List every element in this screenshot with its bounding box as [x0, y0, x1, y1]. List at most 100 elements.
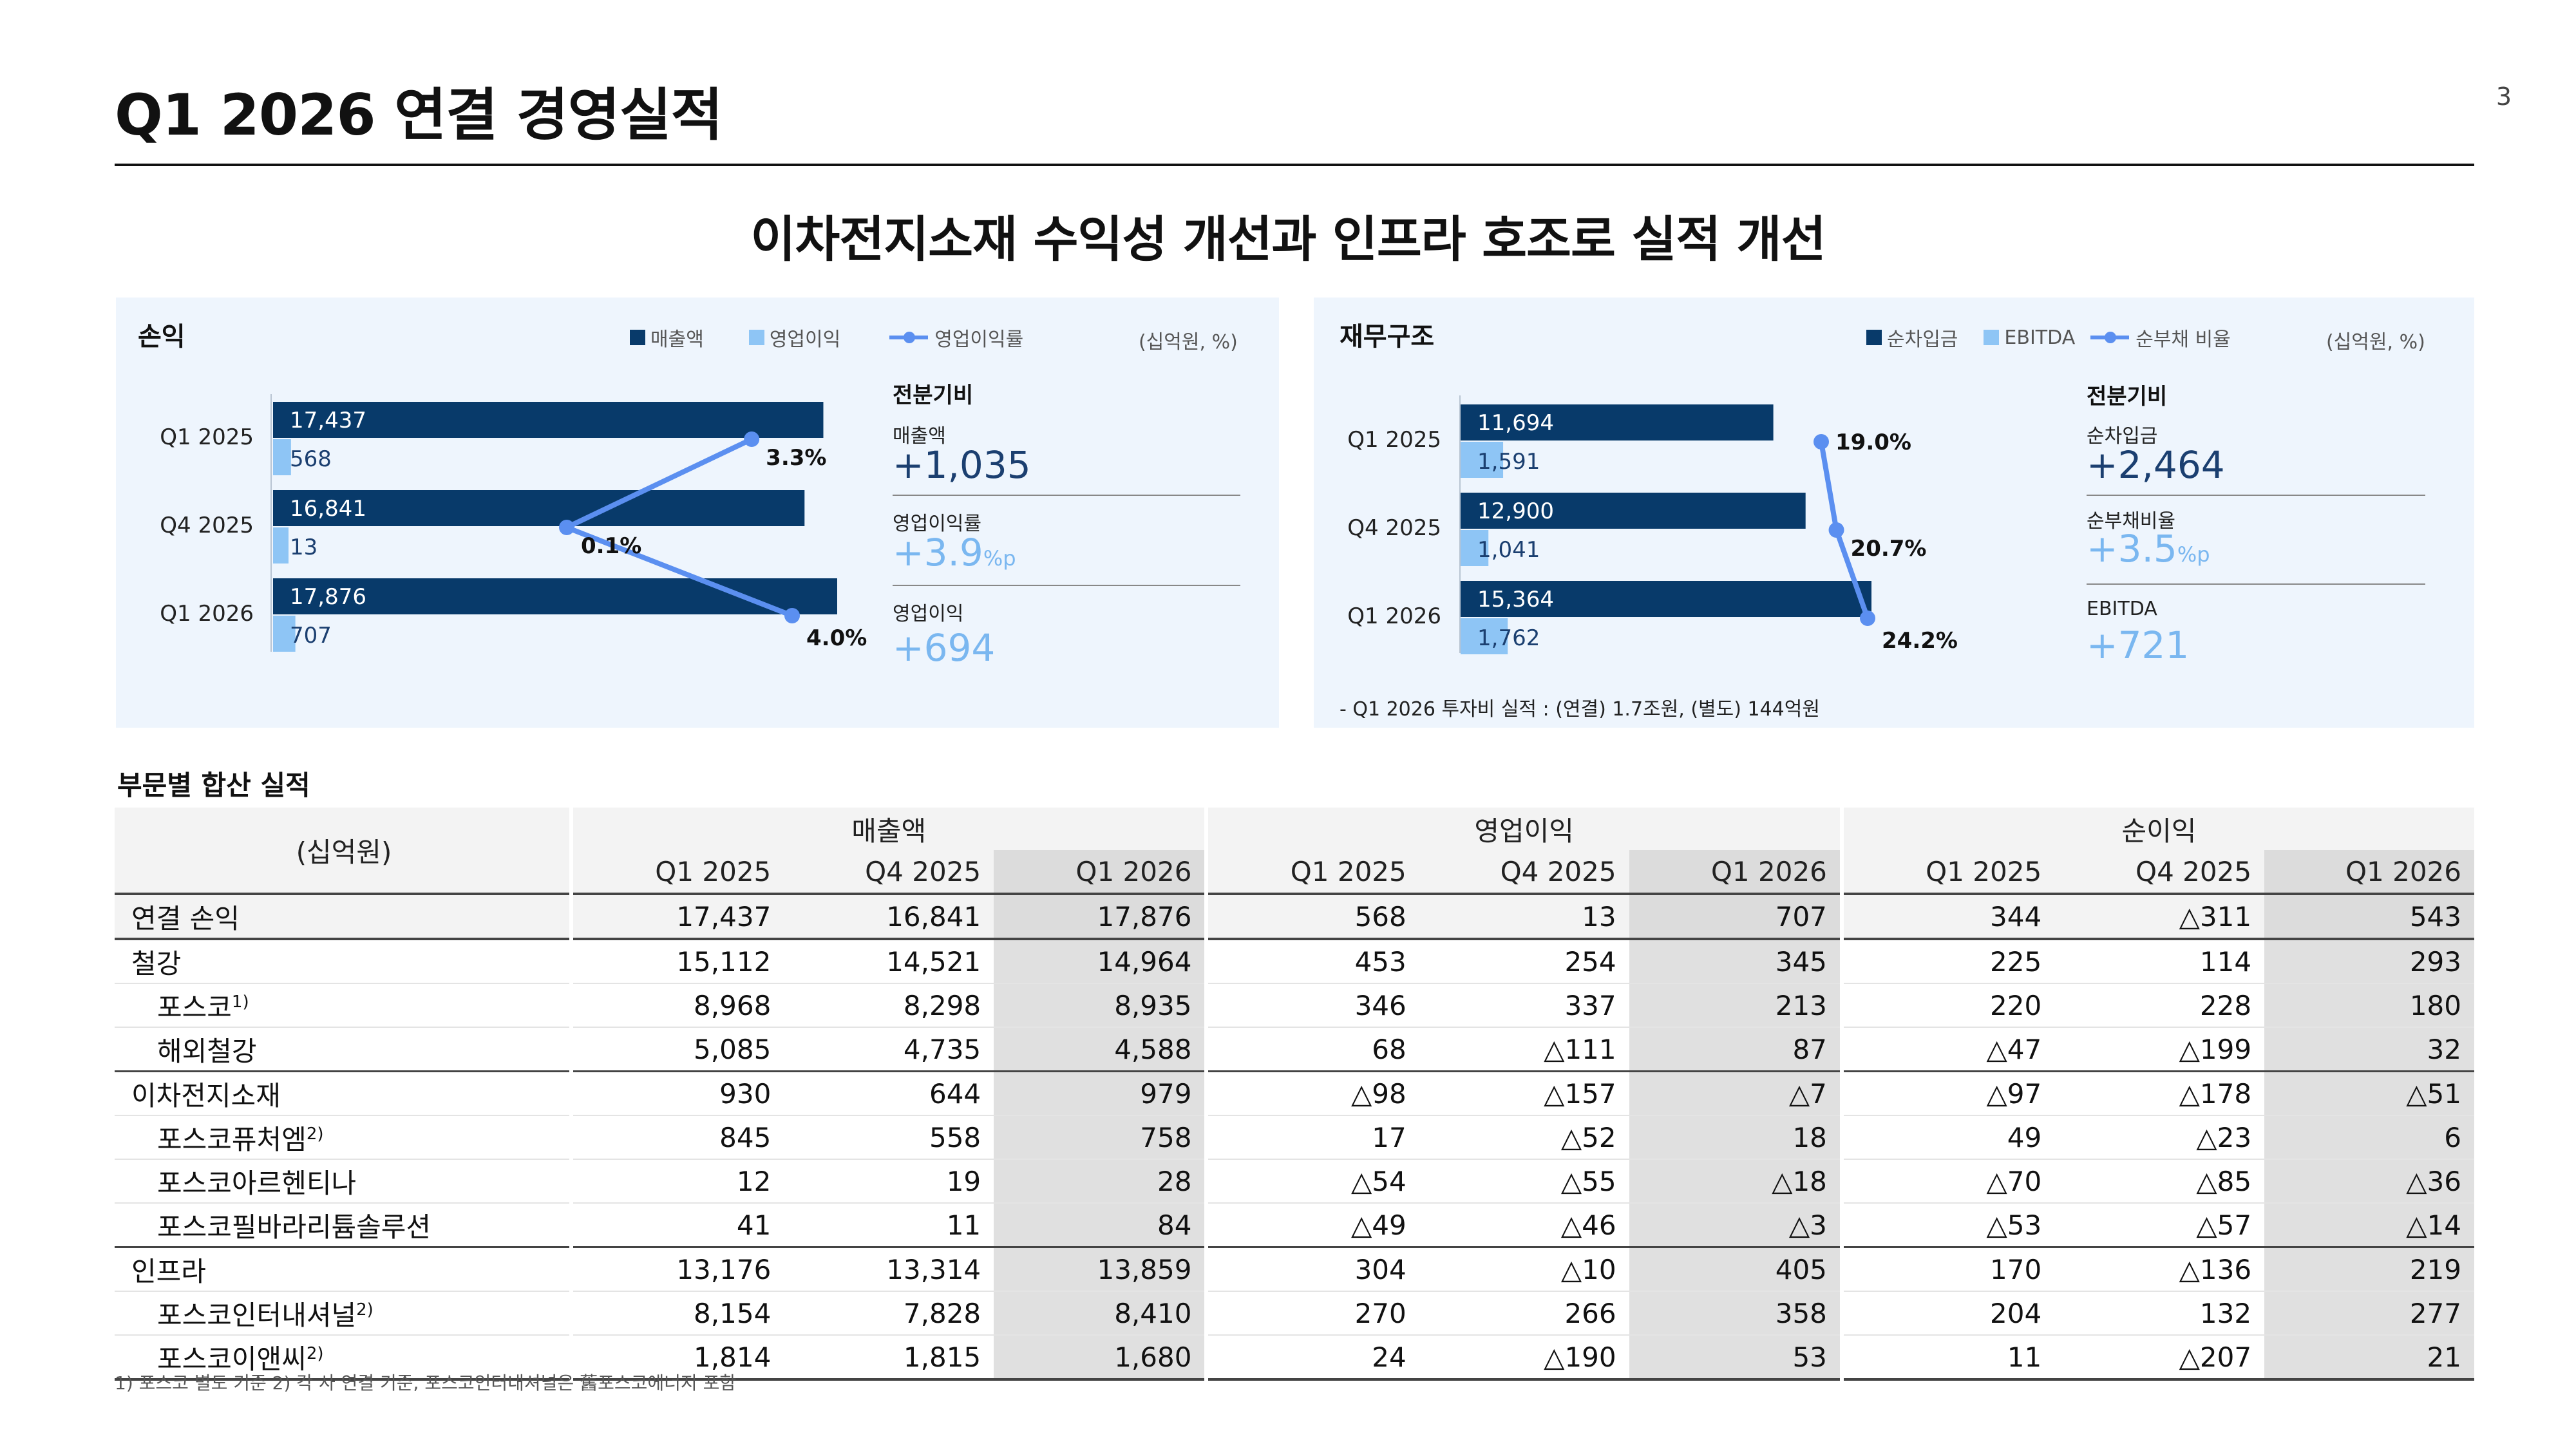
table-cell: 32: [2264, 1027, 2474, 1072]
investment-note: - Q1 2026 투자비 실적 : (연결) 1.7조원, (별도) 144억…: [1340, 698, 1820, 721]
bar-primary: [1461, 581, 1871, 617]
financial-chart: Q1 2025 11,694 1,591 Q4 2025 12,900 1,041 Q1 2…: [1347, 404, 1958, 654]
table-cell: △51: [2264, 1070, 2474, 1116]
bar-secondary: [273, 616, 296, 652]
table-cell: 344: [1839, 893, 2055, 940]
table-cell: 4,588: [994, 1027, 1207, 1072]
table-cell: 12: [569, 1159, 784, 1204]
bar-secondary: [273, 439, 291, 475]
table-cell: 358: [1629, 1291, 1842, 1336]
bar-secondary-label: 707: [290, 623, 332, 649]
table-cell: 17,876: [994, 893, 1207, 940]
table-cell: △199: [2054, 1027, 2265, 1072]
table-row: 철강 15,112 14,521 14,964 453 254 345 225 114 293: [115, 938, 2474, 984]
category-label: Q1 2025: [160, 424, 254, 450]
row-name: 인프라: [115, 1246, 571, 1292]
table-cell: 87: [1629, 1027, 1842, 1072]
table-cell: 8,968: [569, 983, 784, 1028]
table-cell: 979: [994, 1070, 1207, 1116]
financial-diff-heading: 전분기비: [2087, 384, 2168, 410]
page-number: 3: [2496, 82, 2512, 111]
table-cell: 568: [1204, 893, 1419, 940]
table-cell: △98: [1204, 1070, 1419, 1116]
table-cell: 220: [1839, 983, 2055, 1028]
row-name: 이차전지소재: [115, 1070, 571, 1116]
table-cell: △3: [1629, 1203, 1842, 1248]
title-divider: [115, 164, 2474, 166]
legend-swatch-navy: [630, 330, 645, 345]
table-cell: △7: [1629, 1070, 1842, 1116]
financial-diff-label-3: EBITDA: [2087, 598, 2157, 620]
table-cell: 24: [1204, 1335, 1419, 1381]
table-cell: 558: [784, 1115, 994, 1160]
financial-diff-label-1: 순차입금: [2087, 425, 2158, 448]
table-cell: △97: [1839, 1070, 2055, 1116]
period-header: Q1 2026: [994, 850, 1207, 894]
table-cell: 14,521: [784, 938, 994, 984]
income-chart: Q1 2025 17,437 568 Q4 2025 16,841 13 Q1 2026 17…: [160, 402, 867, 652]
table-cell: △178: [2054, 1070, 2265, 1116]
table-cell: 254: [1419, 938, 1629, 984]
table-cell: △54: [1204, 1159, 1419, 1204]
financial-diff-rule-2: [2087, 583, 2425, 585]
table-cell: 345: [1629, 938, 1842, 984]
table-cell: △10: [1419, 1246, 1629, 1292]
ratio-point: [744, 431, 760, 447]
financial-diff-value-2: +3.5%p: [2087, 527, 2210, 571]
bar-primary: [273, 402, 824, 438]
table-cell: △111: [1419, 1027, 1629, 1072]
legend-label: 영업이익: [769, 328, 841, 351]
bar-secondary-label: 1,591: [1477, 449, 1540, 475]
table-cell: 266: [1419, 1291, 1629, 1336]
table-cell: △47: [1839, 1027, 2055, 1072]
table-row: 이차전지소재 930 644 979 △98 △157 △7 △97 △178 △51: [115, 1070, 2474, 1116]
income-diff-label-3: 영업이익: [893, 603, 964, 625]
legend-swatch-navy: [1866, 330, 1882, 345]
ratio-label: 19.0%: [1835, 430, 1911, 455]
table-cell: 346: [1204, 983, 1419, 1028]
table-cell: △53: [1839, 1203, 2055, 1248]
financial-unit: (십억원, %): [2326, 331, 2425, 354]
table-cell: 219: [2264, 1246, 2474, 1292]
ratio-label: 3.3%: [766, 445, 826, 471]
table-cell: 15,112: [569, 938, 784, 984]
table-cell: 453: [1204, 938, 1419, 984]
table-cell: 304: [1204, 1246, 1419, 1292]
bar-primary-label: 11,694: [1477, 410, 1554, 436]
table-row: 해외철강 5,085 4,735 4,588 68 △111 87 △47 △199 32: [115, 1027, 2474, 1072]
bar-secondary-label: 1,041: [1477, 537, 1540, 563]
table-cell: 644: [784, 1070, 994, 1116]
table-row: 포스코퓨처엠2) 845 558 758 17 △52 18 49 △23 6: [115, 1115, 2474, 1160]
income-panel-title: 손익: [138, 322, 185, 352]
table-cell: △49: [1204, 1203, 1419, 1248]
table-cell: 180: [2264, 983, 2474, 1028]
headline: 이차전지소재 수익성 개선과 인프라 호조로 실적 개선: [750, 211, 1826, 268]
table-cell: 11: [784, 1203, 994, 1248]
table-cell: 41: [569, 1203, 784, 1248]
bar-secondary: [1461, 618, 1508, 654]
bar-primary: [273, 490, 805, 526]
income-diff-value-3: +694: [893, 626, 996, 670]
ratio-label: 0.1%: [581, 533, 641, 559]
table-cell: 14,964: [994, 938, 1207, 984]
table-cell: △23: [2054, 1115, 2265, 1160]
segment-table: (십억원) 매출액 영업이익 순이익 Q1 2025 Q4 2025 Q1 2026…: [115, 808, 2474, 1381]
table-cell: 8,298: [784, 983, 994, 1028]
table-cell: 8,154: [569, 1291, 784, 1336]
table-cell: 543: [2264, 893, 2474, 940]
bar-secondary-label: 568: [290, 446, 332, 472]
category-label: Q1 2025: [1347, 427, 1441, 453]
legend-label: EBITDA: [2004, 326, 2076, 349]
table-cell: 132: [2054, 1291, 2265, 1336]
table-group-header: (십억원) 매출액 영업이익 순이익: [115, 808, 2474, 894]
income-diff-label-2: 영업이익률: [893, 513, 981, 535]
row-name: 포스코인터내셔널2): [115, 1291, 571, 1336]
table-cell: 68: [1204, 1027, 1419, 1072]
group-header-net-income: 순이익: [1839, 808, 2474, 850]
row-name: 포스코1): [115, 983, 571, 1028]
bar-secondary: [1461, 442, 1504, 478]
table-cell: 707: [1629, 893, 1842, 940]
table-cell: △157: [1419, 1070, 1629, 1116]
financial-diff-value-1: +2,464: [2087, 443, 2225, 487]
ratio-label: 24.2%: [1882, 628, 1958, 654]
